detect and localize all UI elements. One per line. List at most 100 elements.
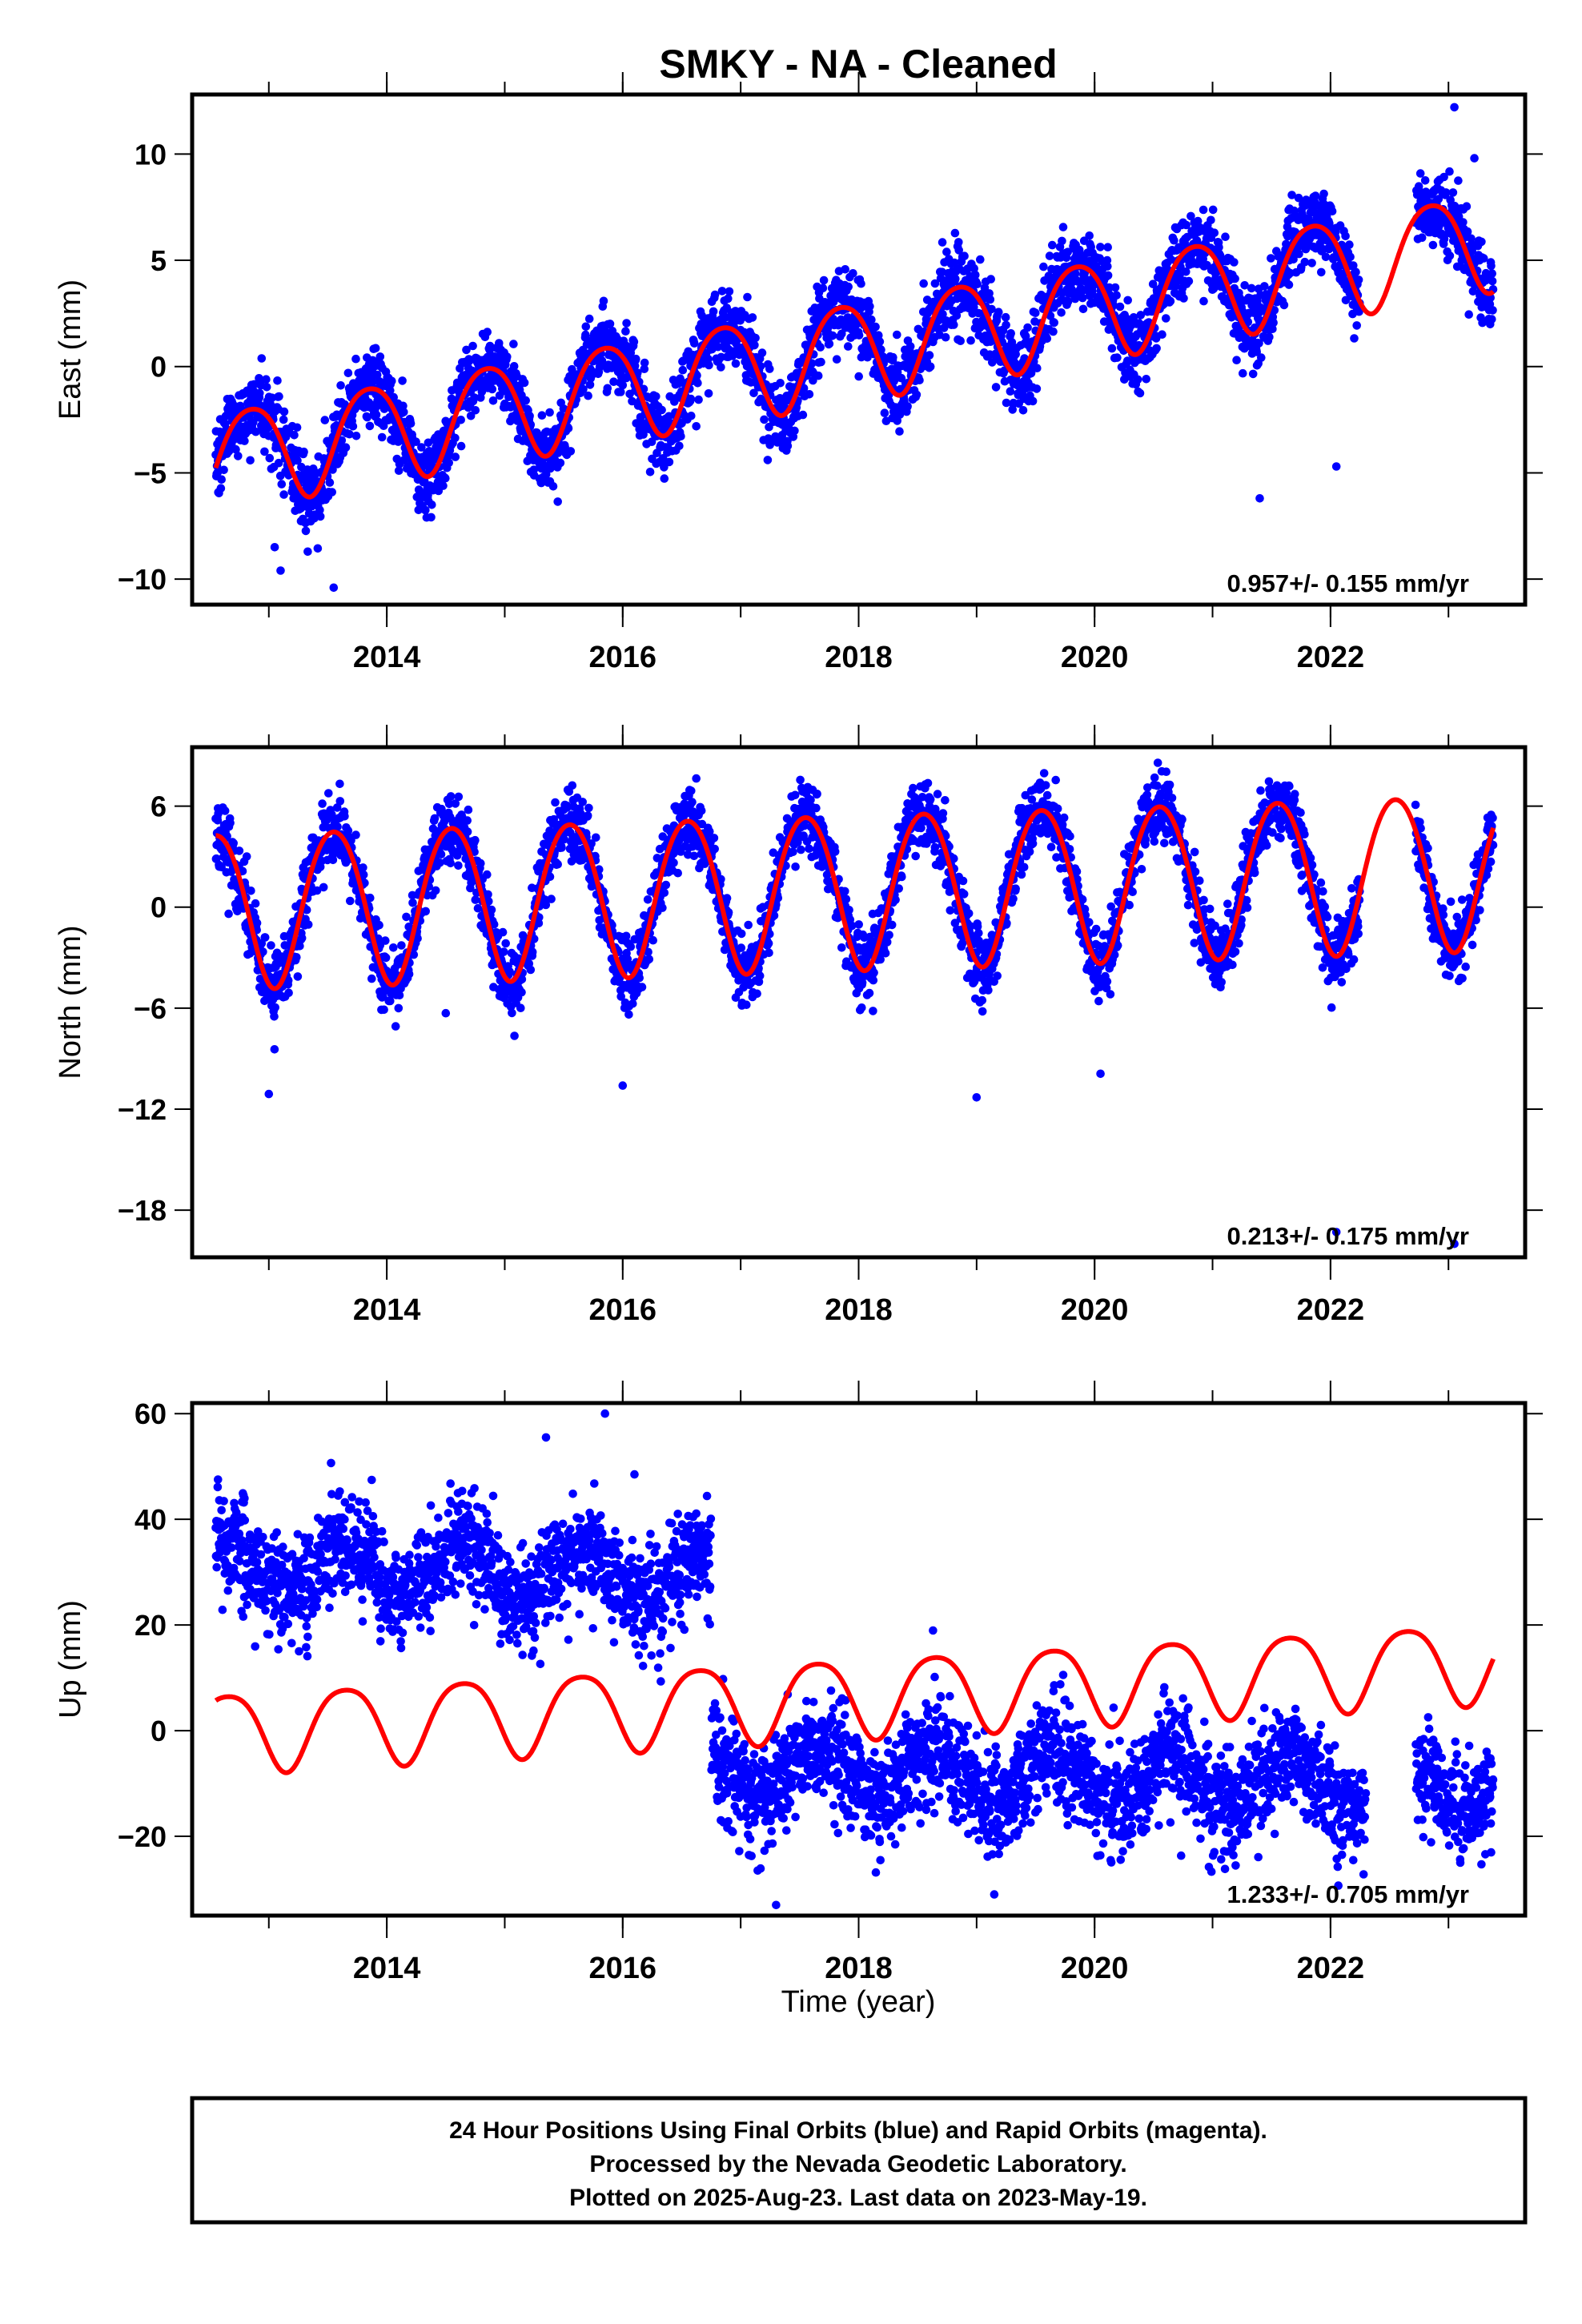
east-data-point bbox=[605, 320, 615, 328]
east-data-point bbox=[1488, 276, 1497, 286]
east-data-point bbox=[1207, 215, 1215, 225]
east-data-point bbox=[1470, 154, 1479, 163]
north-data-point bbox=[351, 830, 360, 839]
east-data-point bbox=[1331, 462, 1341, 471]
east-data-point bbox=[1269, 318, 1278, 328]
east-data-point bbox=[665, 412, 673, 421]
east-data-point bbox=[1279, 300, 1289, 310]
east-data-point bbox=[240, 436, 249, 445]
east-data-point bbox=[1307, 259, 1316, 267]
east-data-point bbox=[798, 410, 808, 420]
east-data-point bbox=[262, 383, 271, 392]
east-data-point bbox=[880, 408, 889, 417]
east-data-point bbox=[1078, 293, 1087, 303]
north-data-point bbox=[660, 888, 669, 897]
east-data-point bbox=[694, 395, 703, 404]
east-data-point bbox=[1133, 375, 1142, 384]
east-data-point bbox=[677, 432, 685, 441]
east-data-point bbox=[1354, 275, 1363, 284]
east-data-point bbox=[428, 501, 436, 509]
east-data-point bbox=[1078, 304, 1088, 314]
east-data-point bbox=[1445, 167, 1454, 176]
east-data-point bbox=[705, 360, 713, 370]
north-data-point bbox=[643, 895, 652, 904]
east-data-point bbox=[675, 441, 684, 451]
north-data-point bbox=[292, 953, 301, 962]
east-data-point bbox=[1031, 308, 1040, 318]
east-data-point bbox=[1028, 396, 1038, 406]
north-data-point bbox=[476, 858, 485, 868]
east-data-point bbox=[1112, 291, 1121, 300]
north-data-point bbox=[229, 838, 239, 848]
east-data-point bbox=[234, 452, 243, 460]
east-data-point bbox=[509, 340, 518, 348]
east-data-point bbox=[676, 374, 685, 384]
north-data-point bbox=[431, 886, 440, 895]
north-data-point bbox=[487, 905, 496, 915]
east-data-point bbox=[844, 342, 853, 351]
north-data-point bbox=[635, 973, 644, 983]
y-tick-label: 0 bbox=[151, 351, 167, 384]
east-data-point bbox=[389, 392, 399, 402]
y-tick-label: 10 bbox=[135, 138, 167, 171]
east-data-point bbox=[854, 372, 863, 381]
east-data-point bbox=[1415, 169, 1425, 178]
east-data-point bbox=[710, 290, 720, 300]
east-data-point bbox=[581, 330, 590, 340]
east-data-point bbox=[483, 328, 492, 336]
east-data-point bbox=[406, 419, 416, 428]
east-data-point bbox=[351, 432, 361, 440]
east-data-point bbox=[686, 394, 696, 404]
north-data-point bbox=[471, 835, 480, 845]
east-data-point bbox=[375, 352, 385, 361]
east-data-point bbox=[1048, 240, 1057, 250]
east-data-point bbox=[1058, 223, 1068, 231]
east-data-point bbox=[905, 342, 915, 351]
east-data-point bbox=[1103, 262, 1112, 271]
east-data-point bbox=[763, 456, 773, 464]
east-data-point bbox=[421, 505, 430, 515]
east-data-point bbox=[279, 490, 288, 499]
east-data-point bbox=[1231, 274, 1239, 283]
x-tick-label: 2018 bbox=[825, 641, 893, 674]
east-data-point bbox=[973, 279, 982, 289]
north-data-point bbox=[235, 846, 244, 855]
east-data-point bbox=[274, 458, 283, 468]
east-data-point bbox=[854, 331, 864, 340]
east-data-point bbox=[950, 320, 958, 329]
east-data-point bbox=[320, 416, 330, 424]
east-data-point bbox=[1488, 269, 1496, 278]
east-data-point bbox=[632, 354, 640, 364]
east-data-point bbox=[805, 390, 814, 399]
east-data-point bbox=[417, 443, 426, 452]
east-data-point bbox=[581, 322, 591, 332]
east-data-point bbox=[1110, 283, 1120, 292]
east-data-point bbox=[468, 341, 477, 351]
north-data-point bbox=[397, 941, 406, 950]
east-data-point bbox=[776, 379, 785, 388]
east-data-point bbox=[976, 255, 985, 264]
east-data-point bbox=[895, 427, 904, 436]
east-data-point bbox=[841, 265, 849, 274]
east-data-point bbox=[439, 481, 448, 490]
north-data-point bbox=[340, 812, 349, 821]
east-data-point bbox=[398, 376, 407, 385]
east-data-point bbox=[488, 396, 498, 405]
east-data-point bbox=[629, 337, 639, 347]
east-data-point bbox=[765, 440, 774, 449]
east-data-point bbox=[521, 396, 530, 405]
east-data-point bbox=[412, 437, 420, 446]
east-data-point bbox=[837, 329, 846, 339]
east-data-point bbox=[828, 331, 837, 340]
east-data-point bbox=[816, 343, 825, 352]
east-data-point bbox=[471, 406, 480, 415]
north-data-point bbox=[644, 955, 654, 964]
north-data-point bbox=[220, 806, 230, 815]
east-data-point bbox=[1058, 236, 1066, 246]
north-data-point bbox=[260, 933, 270, 942]
east-data-point bbox=[292, 423, 302, 432]
east-data-point bbox=[1103, 243, 1112, 252]
east-data-point bbox=[1321, 252, 1331, 262]
east-data-point bbox=[1042, 334, 1052, 344]
east-data-point bbox=[579, 384, 588, 394]
